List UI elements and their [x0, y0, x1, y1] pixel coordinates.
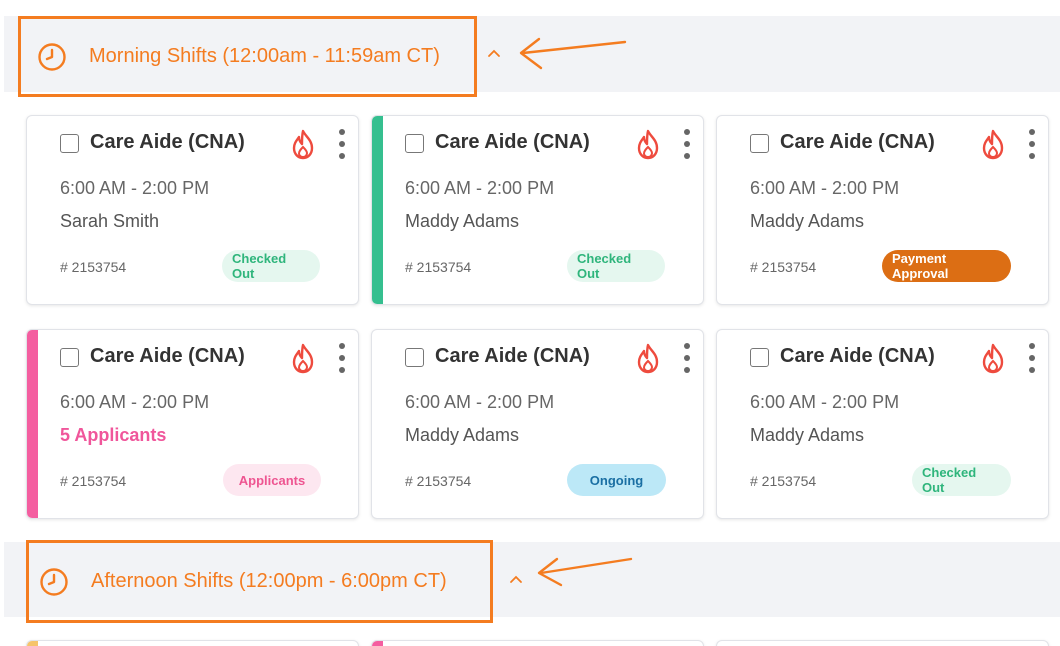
- status-badge: Applicants: [223, 464, 321, 496]
- chevron-up-icon[interactable]: [487, 48, 501, 58]
- shift-card[interactable]: [716, 640, 1049, 646]
- shift-time: 6:00 AM - 2:00 PM: [60, 392, 210, 412]
- flame-icon: [982, 343, 1004, 374]
- shift-id: # 2153754: [60, 473, 127, 489]
- flame-icon: [292, 343, 314, 374]
- status-badge: Checked Out: [567, 250, 665, 282]
- shift-role: Care Aide (CNA): [90, 345, 245, 367]
- shift-time: 6:00 AM - 2:00 PM: [405, 392, 555, 412]
- shift-person: Maddy Adams: [750, 425, 865, 445]
- shift-time: 6:00 AM - 2:00 PM: [750, 392, 900, 412]
- section-title: Morning Shifts (12:00am - 11:59am CT): [89, 45, 440, 67]
- shift-id: # 2153754: [750, 259, 817, 275]
- shift-role: Care Aide (CNA): [435, 131, 590, 153]
- annotation-arrow-icon: [537, 557, 633, 587]
- morning-section-header[interactable]: Morning Shifts (12:00am - 11:59am CT): [18, 16, 477, 97]
- more-options-icon[interactable]: [1027, 128, 1037, 160]
- flame-icon: [982, 129, 1004, 160]
- status-badge: Checked Out: [222, 250, 320, 282]
- flame-icon: [637, 129, 659, 160]
- shift-person: Sarah Smith: [60, 211, 160, 231]
- card-accent-bar: [27, 330, 38, 518]
- shift-card[interactable]: Care Aide (CNA) 6:00 AM - 2:00 PM Maddy …: [716, 329, 1049, 519]
- shift-person: Maddy Adams: [405, 425, 520, 445]
- shift-card[interactable]: Care Aide (CNA) 6:00 AM - 2:00 PM Maddy …: [371, 329, 704, 519]
- flame-icon: [292, 129, 314, 160]
- card-accent-bar: [372, 641, 383, 646]
- shift-id: # 2153754: [405, 259, 472, 275]
- shift-time: 6:00 AM - 2:00 PM: [750, 178, 900, 198]
- shift-card[interactable]: Care Aide (CNA) 6:00 AM - 2:00 PM 5 Appl…: [26, 329, 359, 519]
- shift-card[interactable]: Care Aide (CNA) 6:00 AM - 2:00 PM Maddy …: [371, 115, 704, 305]
- applicants-link[interactable]: 5 Applicants: [60, 425, 167, 445]
- status-badge: Checked Out: [912, 464, 1011, 496]
- afternoon-section-header[interactable]: Afternoon Shifts (12:00pm - 6:00pm CT): [26, 540, 493, 623]
- more-options-icon[interactable]: [337, 342, 347, 374]
- shift-checkbox[interactable]: [405, 134, 424, 153]
- shift-checkbox[interactable]: [405, 348, 424, 367]
- shift-card[interactable]: Care Aide (CNA) 6:00 AM - 2:00 PM Sarah …: [26, 115, 359, 305]
- shift-card[interactable]: [371, 640, 704, 646]
- clock-icon: [40, 567, 68, 596]
- shift-time: 6:00 AM - 2:00 PM: [405, 178, 555, 198]
- shift-id: # 2153754: [60, 259, 127, 275]
- more-options-icon[interactable]: [682, 342, 692, 374]
- card-accent-bar: [27, 641, 38, 646]
- shift-role: Care Aide (CNA): [780, 345, 935, 367]
- shift-time: 6:00 AM - 2:00 PM: [60, 178, 210, 198]
- more-options-icon[interactable]: [337, 128, 347, 160]
- shift-checkbox[interactable]: [750, 348, 769, 367]
- clock-icon: [38, 42, 66, 71]
- section-title: Afternoon Shifts (12:00pm - 6:00pm CT): [91, 570, 447, 592]
- shift-role: Care Aide (CNA): [780, 131, 935, 153]
- status-badge: Payment Approval: [882, 250, 1011, 282]
- more-options-icon[interactable]: [682, 128, 692, 160]
- shift-checkbox[interactable]: [60, 348, 79, 367]
- shift-checkbox[interactable]: [750, 134, 769, 153]
- shift-card[interactable]: Care Aide (CNA) 6:00 AM - 2:00 PM Maddy …: [716, 115, 1049, 305]
- shift-id: # 2153754: [405, 473, 472, 489]
- shift-id: # 2153754: [750, 473, 817, 489]
- chevron-up-icon[interactable]: [509, 574, 523, 584]
- flame-icon: [637, 343, 659, 374]
- shift-role: Care Aide (CNA): [90, 131, 245, 153]
- more-options-icon[interactable]: [1027, 342, 1037, 374]
- status-badge: Ongoing: [567, 464, 666, 496]
- shift-role: Care Aide (CNA): [435, 345, 590, 367]
- card-accent-bar: [372, 116, 383, 304]
- shift-person: Maddy Adams: [405, 211, 520, 231]
- annotation-arrow-icon: [519, 37, 627, 70]
- morning-section-band: [4, 16, 1060, 92]
- shift-checkbox[interactable]: [60, 134, 79, 153]
- shift-card[interactable]: [26, 640, 359, 646]
- afternoon-section-band: [4, 542, 1060, 617]
- shift-person: Maddy Adams: [750, 211, 865, 231]
